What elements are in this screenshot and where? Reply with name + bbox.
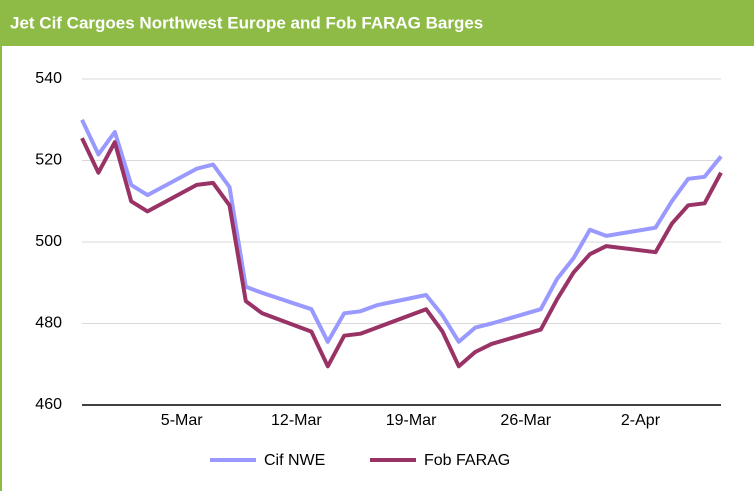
- legend-label: Cif NWE: [264, 452, 325, 469]
- x-tick-label: 5-Mar: [161, 412, 203, 429]
- y-tick-label: 480: [35, 315, 62, 332]
- y-tick-label: 540: [35, 70, 62, 87]
- header-bar: [0, 0, 754, 46]
- y-tick-label: 520: [35, 152, 62, 169]
- line-series: [80, 118, 723, 344]
- legend-label: Fob FARAG: [424, 452, 510, 469]
- x-tick-label: 2-Apr: [621, 412, 661, 429]
- y-tick-label: 460: [35, 396, 62, 413]
- line-series: [80, 137, 723, 369]
- y-tick-label: 500: [35, 233, 62, 250]
- x-tick-label: 19-Mar: [386, 412, 437, 429]
- x-tick-label: 12-Mar: [271, 412, 322, 429]
- chart-title: Jet Cif Cargoes Northwest Europe and Fob…: [10, 13, 483, 32]
- x-tick-label: 26-Mar: [500, 412, 551, 429]
